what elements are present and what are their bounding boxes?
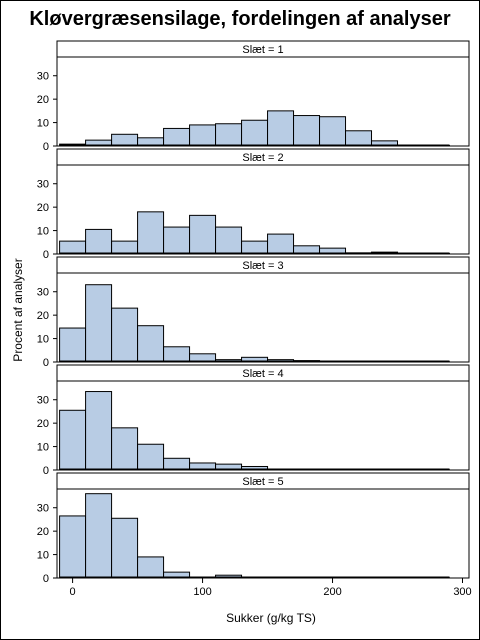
panel-plot-area-2 (56, 164, 470, 255)
histogram-bar (137, 443, 165, 471)
histogram-bar (85, 391, 113, 471)
y-tick-label: 30 (37, 179, 49, 191)
panel-label-5: Slæt = 5 (242, 476, 283, 488)
panel-label-4: Slæt = 4 (242, 368, 283, 380)
histogram-bar (85, 493, 113, 579)
y-tick-label: 30 (37, 395, 49, 407)
histogram-bar (59, 409, 87, 471)
y-tick-label: 0 (43, 357, 49, 369)
histogram-bar (215, 226, 243, 255)
histogram-bar (85, 228, 113, 255)
y-tick-label: 20 (37, 94, 49, 106)
histogram-bar (137, 211, 165, 255)
histogram-bar (241, 240, 269, 255)
histogram-bar (163, 346, 191, 363)
y-tick-label: 10 (37, 226, 49, 238)
histogram-bar (267, 110, 295, 147)
y-tick-label: 0 (43, 249, 49, 261)
x-tick-label: 200 (323, 586, 341, 598)
y-tick-label: 10 (37, 442, 49, 454)
histogram-bar (163, 457, 191, 471)
y-axis-label: Procent af analyser (11, 258, 25, 361)
panel-label-2: Slæt = 2 (242, 152, 283, 164)
histogram-bar (163, 127, 191, 147)
histogram-bar (215, 123, 243, 147)
y-tick-label: 20 (37, 310, 49, 322)
x-axis-label: Sukker (g/kg TS) (226, 611, 316, 625)
histogram-bar (59, 515, 87, 579)
histogram-bar (267, 233, 295, 255)
histogram-bar (111, 517, 139, 579)
y-tick-label: 30 (37, 503, 49, 515)
y-tick-label: 10 (37, 550, 49, 562)
histogram-bar (59, 327, 87, 363)
histogram-bar (163, 226, 191, 255)
histogram-bar (111, 307, 139, 363)
histogram-bar (241, 119, 269, 147)
y-tick-label: 30 (37, 287, 49, 299)
y-tick-label: 20 (37, 418, 49, 430)
y-tick-label: 0 (43, 141, 49, 153)
histogram-bar (345, 130, 373, 147)
histogram-bar (111, 133, 139, 147)
histogram-bar (137, 556, 165, 579)
y-tick-label: 0 (43, 465, 49, 477)
y-tick-label: 10 (37, 334, 49, 346)
panel-label-3: Slæt = 3 (242, 260, 283, 272)
histogram-bar (85, 284, 113, 363)
histogram-bar (189, 214, 217, 255)
panel-label-1: Slæt = 1 (242, 44, 283, 56)
histogram-bar (111, 427, 139, 471)
y-tick-label: 0 (43, 573, 49, 585)
histogram-bar (293, 115, 321, 147)
y-tick-label: 10 (37, 118, 49, 130)
x-tick-label: 300 (453, 586, 471, 598)
y-tick-label: 30 (37, 71, 49, 83)
histogram-bar (59, 240, 87, 255)
x-tick-label: 100 (193, 586, 211, 598)
y-tick-label: 20 (37, 202, 49, 214)
y-tick-label: 20 (37, 526, 49, 538)
histogram-bar (189, 124, 217, 147)
histogram-bar (137, 325, 165, 363)
chart-title: Kløvergræsensilage, fordelingen af analy… (29, 8, 451, 30)
x-tick-label: 0 (70, 586, 76, 598)
histogram-bar (111, 240, 139, 255)
histogram-bar (319, 116, 347, 147)
